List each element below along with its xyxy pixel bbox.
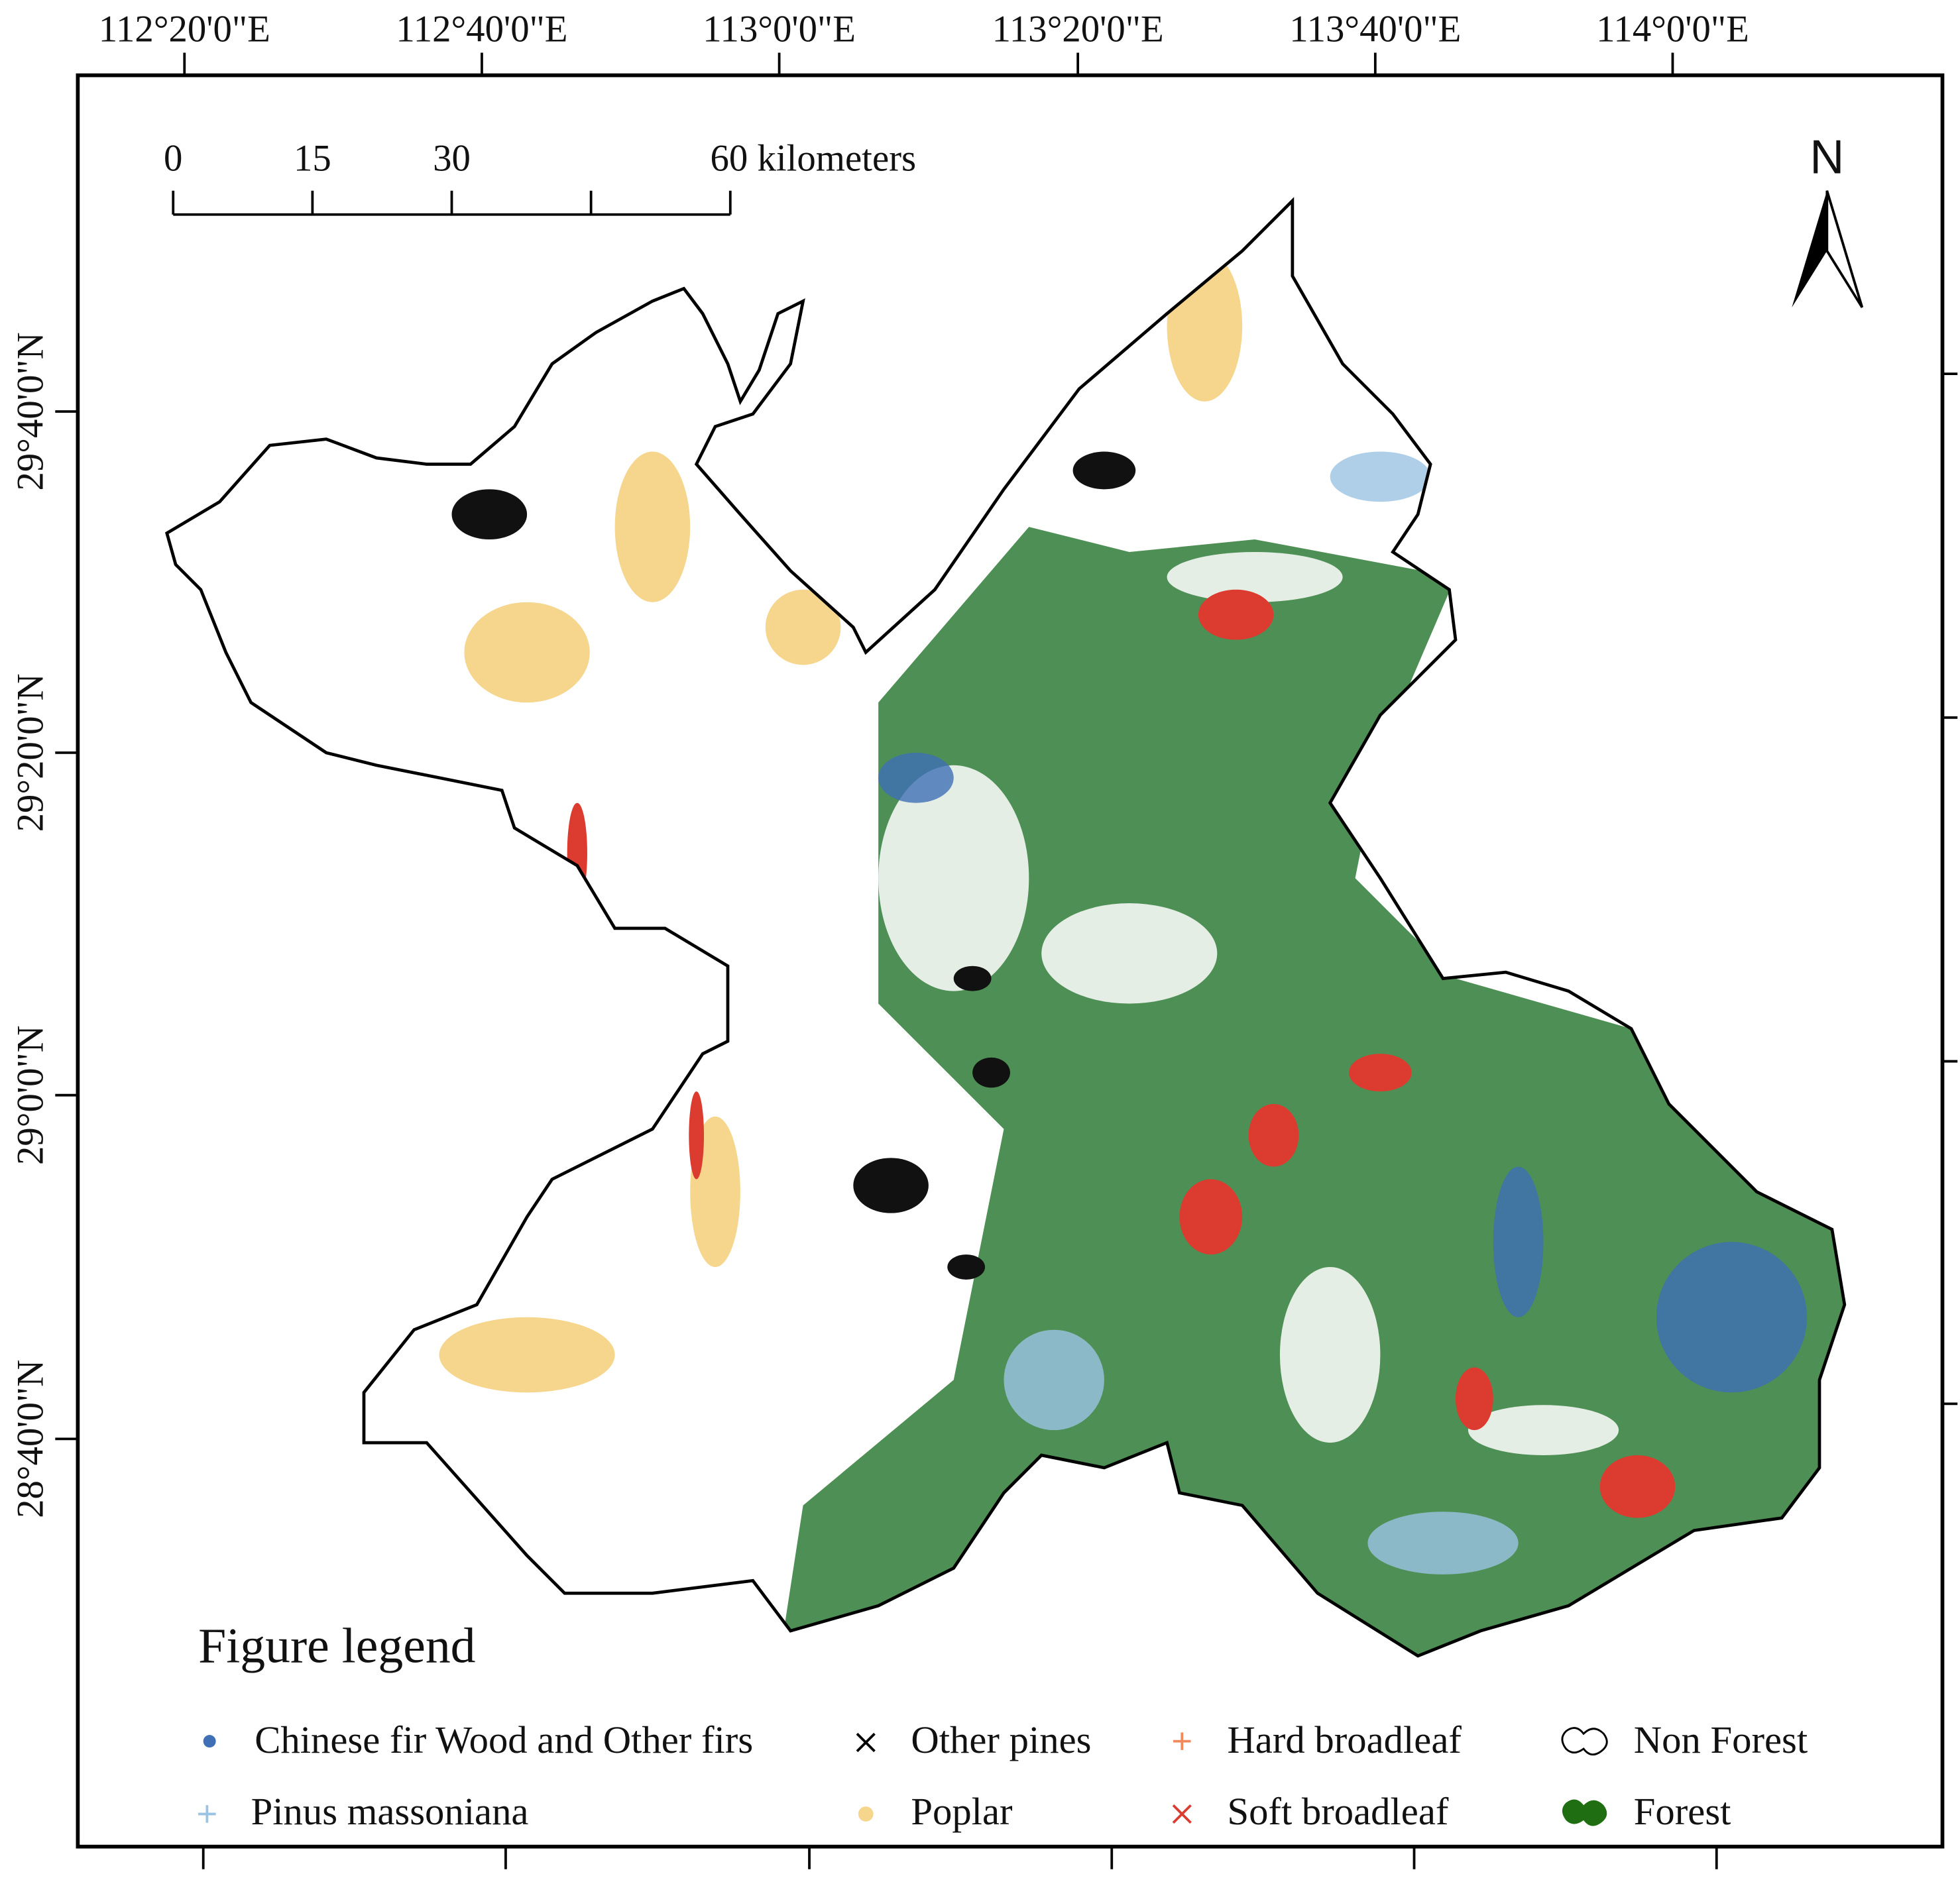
scale-label: 60 kilometers: [710, 137, 916, 179]
legend-label: Poplar: [911, 1790, 1013, 1833]
legend-label: Chinese fir Wood and Other firs: [255, 1718, 753, 1761]
legend-symbol: [203, 1735, 216, 1748]
longitude-label: 113°0'0"E: [703, 8, 856, 50]
latitude-label: 28°40'0"N: [9, 1360, 51, 1518]
latitude-label: 29°20'0"N: [9, 673, 51, 832]
legend-label: Other pines: [911, 1718, 1091, 1761]
legend-symbol: [1173, 1732, 1191, 1750]
north-arrow: [1792, 190, 1864, 308]
longitude-label: 113°20'0"E: [992, 8, 1164, 50]
legend-label: Hard broadleaf: [1227, 1718, 1462, 1761]
legend-label: Pinus massoniana: [251, 1790, 529, 1833]
legend-label: Non Forest: [1634, 1718, 1808, 1761]
legend-title: Figure legend: [198, 1618, 475, 1673]
legend-symbol: [1172, 1804, 1192, 1824]
legend-symbol: [1562, 1799, 1607, 1826]
map-frame: [76, 73, 1945, 1849]
scale-bar: [172, 190, 732, 216]
scale-label: 0: [164, 137, 182, 179]
legend-label: Soft broadleaf: [1227, 1790, 1448, 1833]
scale-label: 15: [294, 137, 331, 179]
latitude-label: 29°40'0"N: [9, 332, 51, 490]
latitude-label: 29°0'0"N: [9, 1025, 51, 1165]
north-label: N: [1810, 131, 1844, 184]
longitude-label: 114°0'0"E: [1596, 8, 1749, 50]
frame-ticks: [55, 52, 1958, 1869]
legend-symbol: [858, 1806, 874, 1822]
scale-label: 30: [433, 137, 471, 179]
legend-label: Forest: [1634, 1790, 1731, 1833]
longitude-label: 112°40'0"E: [396, 8, 567, 50]
longitude-label: 112°20'0"E: [99, 8, 270, 50]
legend-symbol: [856, 1732, 876, 1753]
region-fill: [166, 200, 1845, 1656]
legend-symbol: [1561, 1727, 1608, 1755]
region-outline: [165, 197, 1847, 1658]
longitude-label: 113°40'0"E: [1289, 8, 1461, 50]
legend-symbol: [198, 1805, 216, 1823]
